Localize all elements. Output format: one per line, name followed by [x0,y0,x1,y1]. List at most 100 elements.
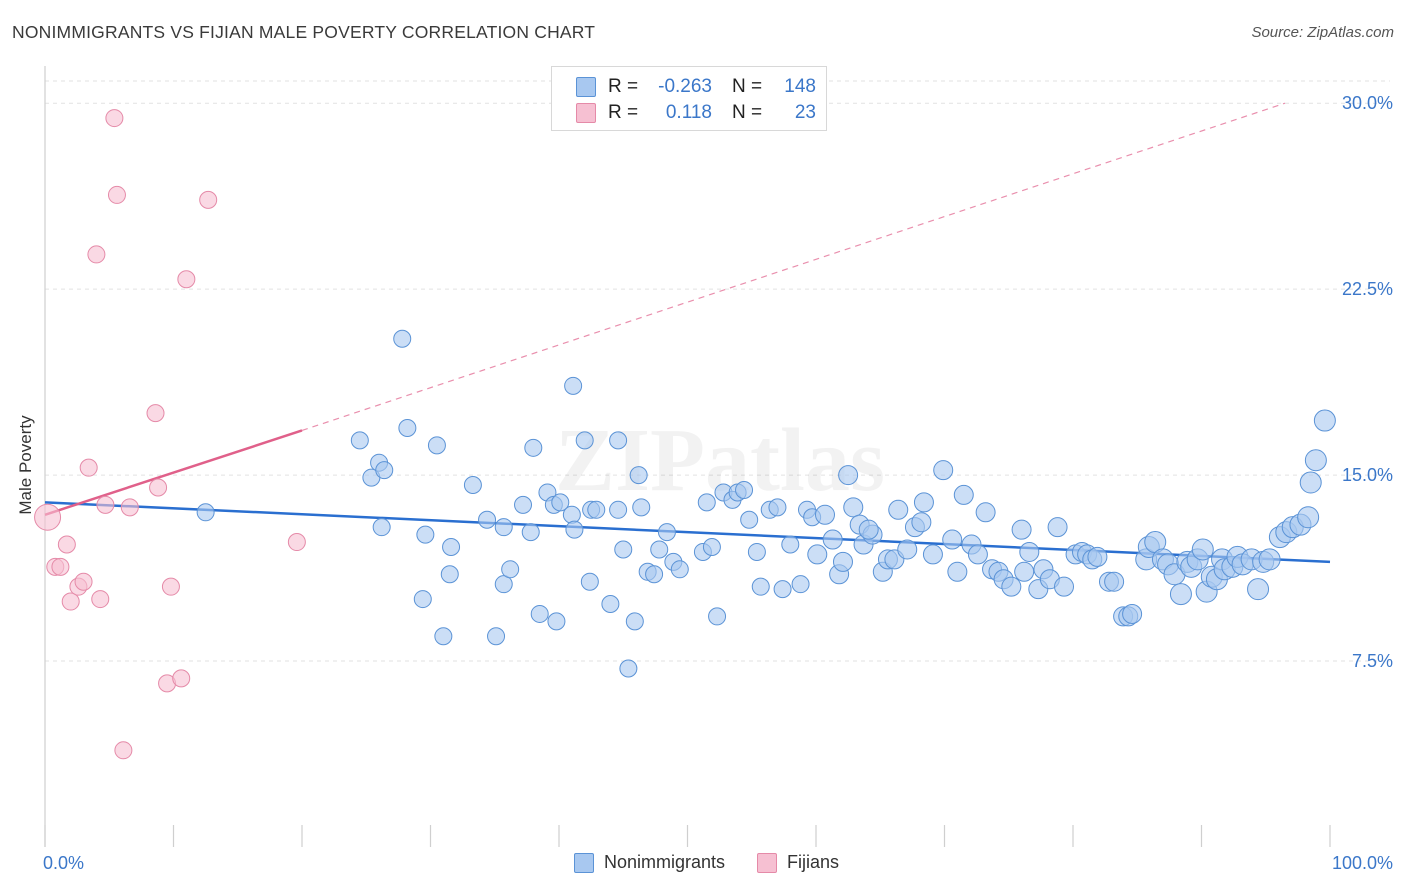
nonimmigrants-point [1047,517,1068,538]
r-value: -0.263 [658,76,712,97]
nonimmigrants-point [1087,546,1108,567]
nonimmigrants-point [933,460,954,481]
fijians-point [91,590,110,609]
nonimmigrants-point [609,431,628,450]
nonimmigrants-point [629,466,648,485]
nonimmigrants-point [501,560,520,579]
fijians-trendline-extension [301,102,1286,432]
legend-row-nonimmigrants: R = -0.263 N = 148 [576,76,816,98]
nonimmigrants-point [897,539,918,560]
n-label: N = [732,76,763,97]
tick-labels: 7.5% 15.0% 22.5% 30.0% 0.0% 100.0% [43,93,1393,873]
nonimmigrants-point [196,503,215,522]
y-tick-label: 30.0% [1342,93,1393,113]
nonimmigrants-point [494,518,513,537]
nonimmigrants-point [953,484,974,505]
fijians-point [149,478,168,497]
nonimmigrants-point [1299,471,1322,494]
nonimmigrants-point [609,500,628,519]
nonimmigrants-point [1054,576,1075,597]
nonimmigrants-point [967,544,988,565]
nonimmigrants-point [822,529,843,550]
fijians-point [74,572,93,591]
nonimmigrants-point [947,561,968,582]
nonimmigrants-point [434,627,453,646]
nonimmigrants-point [735,480,754,499]
nonimmigrants-point [922,544,943,565]
nonimmigrants-point [888,499,909,520]
nonimmigrants-point [773,580,792,599]
nonimmigrants-point [740,510,759,529]
y-axis-label: Male Poverty [16,415,35,515]
series-legend: Nonimmigrants Fijians [574,852,871,873]
nonimmigrants-point [514,495,533,514]
nonimmigrants-point [858,519,879,540]
nonimmigrants-point [697,493,716,512]
nonimmigrants-point [575,431,594,450]
nonimmigrants-point [1014,561,1035,582]
legend-label: Nonimmigrants [604,852,726,872]
nonimmigrants-point [708,607,727,626]
nonimmigrants-point [1247,578,1270,601]
nonimmigrants-point [427,436,446,455]
nonimmigrants-point [601,595,620,614]
fijians-point [51,557,70,576]
nonimmigrants-point [1011,519,1032,540]
nonimmigrants-point [442,537,461,556]
fijians-point [34,503,62,531]
nonimmigrants-point [1297,506,1320,529]
n-value: 148 [784,76,816,97]
nonimmigrants-point [913,492,934,513]
r-label: R = [608,102,639,123]
fijians-swatch [576,103,596,123]
n-value: 23 [794,102,816,123]
nonimmigrants-point [838,465,859,486]
nonimmigrants-point [551,493,570,512]
fijians-point [161,577,180,596]
nonimmigrants-point [375,461,394,480]
fijians-point [287,533,306,552]
nonimmigrants-point [350,431,369,450]
legend-item-fijians[interactable]: Fijians [757,852,839,873]
r-label: R = [608,76,639,97]
fijians-point [146,404,165,423]
y-tick-label: 15.0% [1342,465,1393,485]
nonimmigrants-point [587,500,606,519]
nonimmigrants-point [632,498,651,517]
nonimmigrants-point [478,510,497,529]
chart-title: NONIMMIGRANTS VS FIJIAN MALE POVERTY COR… [12,22,596,42]
nonimmigrants-point [791,575,810,594]
fijians-point [61,592,80,611]
nonimmigrants-point [619,659,638,678]
fijians-point [199,190,218,209]
fijians-point [107,185,126,204]
nonimmigrants-point [1169,583,1192,606]
legend-item-nonimmigrants[interactable]: Nonimmigrants [574,852,725,873]
nonimmigrants-point [1001,576,1022,597]
nonimmigrants-point [911,512,932,533]
nonimmigrants-point [843,497,864,518]
x-tick-label: 100.0% [1332,853,1393,873]
nonimmigrants-point [768,498,787,517]
legend-row-fijians: R = 0.118 N = 23 [576,102,816,124]
fijians-point [177,270,196,289]
nonimmigrants-point [398,418,417,437]
nonimmigrants-point [975,502,996,523]
fijians-swatch [757,852,778,873]
nonimmigrants-point [814,504,835,525]
nonimmigrants-point [372,518,391,537]
axis-layer [44,66,1331,847]
fijians-point [172,669,191,688]
y-tick-label: 7.5% [1352,651,1393,671]
nonimmigrants-point [650,540,669,559]
nonimmigrants-point [832,551,853,572]
r-value: 0.118 [665,102,712,123]
nonimmigrants-point [751,577,770,596]
nonimmigrants-point [807,544,828,565]
nonimmigrants-point [657,523,676,542]
nonimmigrants-point [487,627,506,646]
nonimmigrants-point [524,438,543,457]
correlation-legend: R = -0.263 N = 148 R = 0.118 N = 23 [551,66,827,131]
fijians-point [79,458,98,477]
nonimmigrants-point [494,575,513,594]
